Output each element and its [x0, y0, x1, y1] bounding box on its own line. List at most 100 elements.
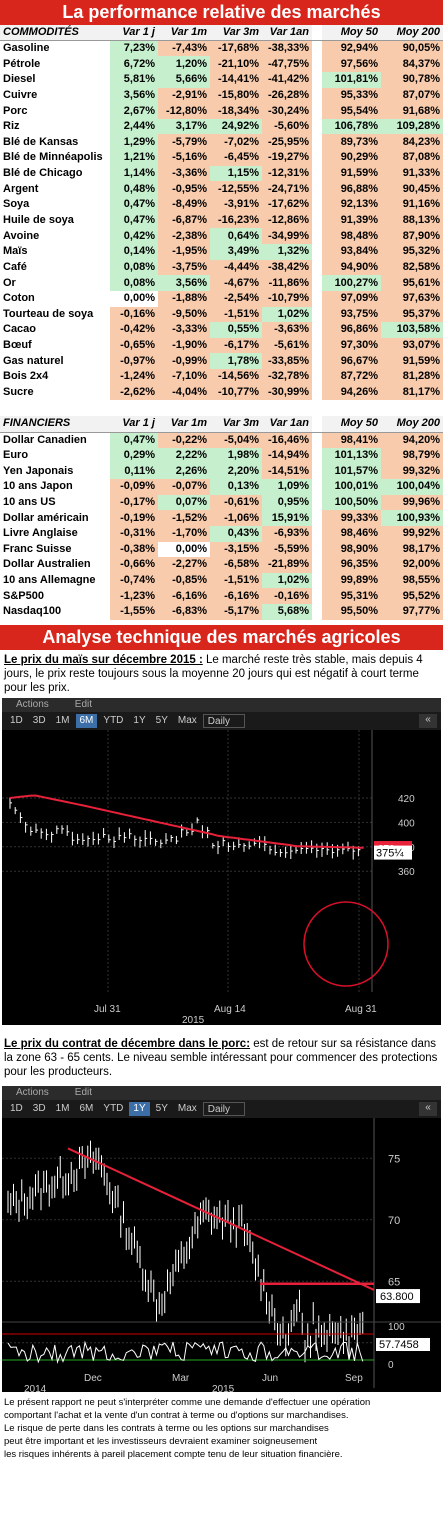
- row-value: 81,28%: [381, 369, 443, 385]
- row-label: Yen Japonais: [3, 464, 74, 477]
- row-value: -0,22%: [158, 432, 210, 448]
- row-value: -10,79%: [262, 290, 312, 307]
- table-row: Euro 0,29% 2,22% 1,98% -14,94% 101,13% 98,79%: [0, 447, 443, 464]
- column-header: Var 1 j: [110, 25, 158, 42]
- row-value: -2,62%: [110, 384, 158, 401]
- range-button-5y[interactable]: 5Y: [155, 1102, 168, 1114]
- row-value: -0,09%: [110, 478, 158, 495]
- actions-menu[interactable]: Actions: [16, 1086, 49, 1098]
- y-tick-label: 70: [388, 1215, 400, 1227]
- table-row: Franc Suisse -0,38% 0,00% -3,15% -5,59% 98,90…: [0, 541, 443, 558]
- row-label: 10 ans Allemagne: [3, 574, 96, 587]
- x-tick-label: Mar: [172, 1373, 190, 1384]
- range-button-6m[interactable]: 6M: [75, 713, 98, 728]
- row-value: -3,33%: [158, 322, 210, 338]
- range-button-1y[interactable]: 1Y: [129, 1101, 150, 1116]
- row-value: 90,05%: [381, 40, 443, 57]
- actions-menu[interactable]: Actions: [16, 698, 49, 710]
- row-label: Coton: [3, 292, 35, 305]
- row-label: Diesel: [3, 73, 36, 86]
- interval-select[interactable]: Daily: [202, 713, 246, 728]
- interval-select[interactable]: Daily: [202, 1101, 246, 1116]
- collapse-icon[interactable]: «: [419, 713, 437, 728]
- range-button-ytd[interactable]: YTD: [103, 714, 124, 726]
- row-value: -47,75%: [262, 56, 312, 72]
- row-value: 91,68%: [381, 103, 443, 119]
- row-value: 92,00%: [381, 557, 443, 573]
- row-value: -12,31%: [262, 165, 312, 182]
- edit-menu[interactable]: Edit: [74, 1086, 93, 1098]
- row-value: -6,45%: [210, 150, 262, 166]
- row-value: 15,91%: [262, 510, 312, 526]
- column-header: Var 1m: [158, 25, 210, 42]
- row-value: -1,51%: [210, 572, 262, 589]
- range-button-6m[interactable]: 6M: [79, 1102, 94, 1114]
- row-value: -25,95%: [262, 134, 312, 151]
- row-value: -14,41%: [210, 71, 262, 88]
- row-label: Porc: [3, 104, 28, 117]
- row-value: 84,37%: [381, 56, 443, 72]
- row-value: 94,90%: [322, 259, 381, 276]
- range-button-ytd[interactable]: YTD: [103, 1102, 124, 1114]
- disclaimer-line: Le présent rapport ne peut s'interpréter…: [4, 1396, 371, 1408]
- row-value: 0,14%: [110, 243, 158, 260]
- range-button-1m[interactable]: 1M: [55, 1102, 70, 1114]
- row-value: -41,42%: [262, 71, 312, 88]
- column-header: Var 3m: [210, 25, 262, 42]
- table-section-header: COMMODITÉS: [0, 25, 110, 42]
- row-value: -21,89%: [262, 557, 312, 573]
- row-value: -4,67%: [210, 275, 262, 291]
- collapse-icon[interactable]: «: [419, 1101, 437, 1116]
- row-value: 1,09%: [262, 478, 312, 495]
- row-value: -4,44%: [210, 259, 262, 276]
- table-row: S&P500 -1,23% -6,16% -6,16% -0,16% 95,31% 95,5…: [0, 588, 443, 605]
- range-button-3d[interactable]: 3D: [32, 1102, 46, 1114]
- column-header: Moy 200: [381, 25, 443, 42]
- table-row: 10 ans US -0,17% 0,07% -0,61% 0,95% 100,50% 99…: [0, 494, 443, 511]
- column-header: Moy 50: [322, 25, 381, 42]
- row-value: -14,94%: [262, 447, 312, 464]
- row-value: 0,11%: [110, 463, 158, 479]
- row-label: Riz: [3, 120, 20, 133]
- row-value: 2,44%: [110, 118, 158, 135]
- row-value: 0,47%: [110, 197, 158, 213]
- row-value: -0,95%: [158, 181, 210, 198]
- range-button-5y[interactable]: 5Y: [155, 714, 168, 726]
- row-value: -2,54%: [210, 290, 262, 307]
- row-value: 99,32%: [381, 463, 443, 479]
- range-button-1m[interactable]: 1M: [55, 714, 70, 726]
- row-value: 2,67%: [110, 103, 158, 119]
- row-value: 81,17%: [381, 384, 443, 401]
- row-label: Or: [3, 276, 16, 289]
- range-button-3d[interactable]: 3D: [32, 714, 46, 726]
- row-value: 96,67%: [322, 353, 381, 370]
- range-button-1d[interactable]: 1D: [10, 714, 23, 726]
- row-label: Blé de Kansas: [3, 135, 79, 148]
- x-tick-label: Sep: [345, 1373, 363, 1384]
- row-value: 101,81%: [322, 71, 381, 88]
- row-value: 94,20%: [381, 432, 443, 448]
- row-value: -17,62%: [262, 197, 312, 213]
- edit-menu[interactable]: Edit: [74, 698, 93, 710]
- row-value: 97,56%: [322, 56, 381, 72]
- row-value: -1,24%: [110, 369, 158, 385]
- row-label: Maïs: [3, 245, 28, 258]
- disclaimer: Le présent rapport ne peut s'interpréter…: [0, 1392, 443, 1465]
- range-button-max[interactable]: Max: [177, 1102, 197, 1114]
- last-price-badge: [376, 1288, 420, 1303]
- range-button-max[interactable]: Max: [177, 714, 197, 726]
- row-value: -1,52%: [158, 510, 210, 526]
- row-value: 97,77%: [381, 604, 443, 620]
- osc-tick-label: 100: [388, 1322, 405, 1333]
- range-button-1y[interactable]: 1Y: [133, 714, 146, 726]
- row-value: 98,79%: [381, 447, 443, 464]
- oscillator-line: [7, 1340, 364, 1364]
- row-value: -21,10%: [210, 56, 262, 72]
- range-button-1d[interactable]: 1D: [10, 1102, 23, 1114]
- row-label: Argent: [3, 182, 39, 195]
- row-value: 1,02%: [262, 306, 312, 323]
- row-value: -5,79%: [158, 134, 210, 151]
- row-value: -1,23%: [110, 588, 158, 605]
- row-value: 109,28%: [381, 118, 443, 135]
- last-price-badge: [374, 845, 412, 860]
